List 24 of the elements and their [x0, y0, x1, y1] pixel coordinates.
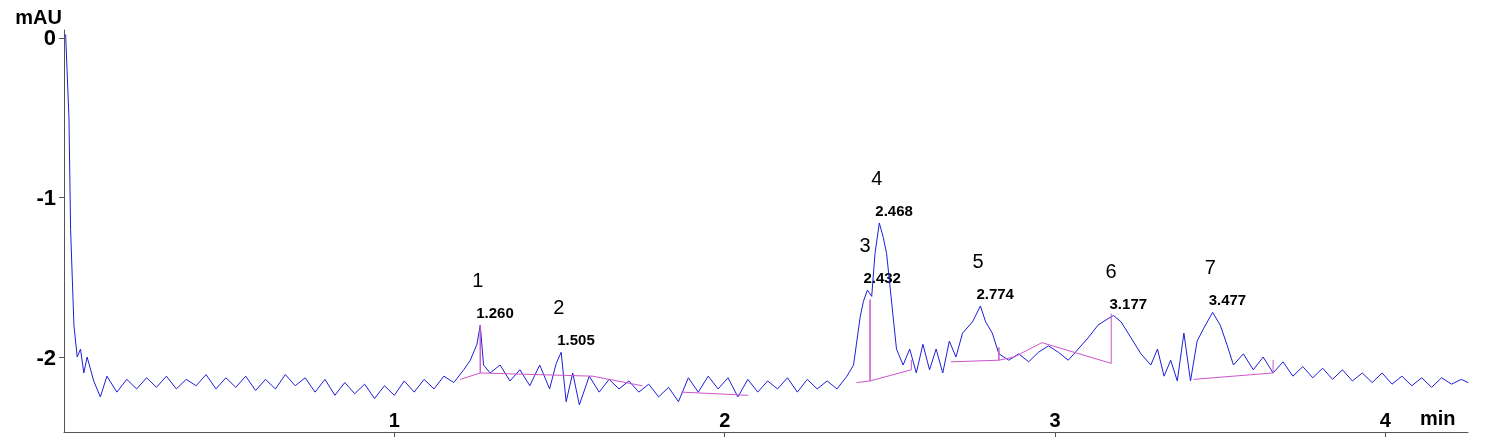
y-tick-label: -1	[36, 185, 56, 210]
annotation: 6	[1105, 259, 1117, 282]
annotation: 3.477	[1208, 291, 1247, 309]
y-tick-label: -2	[36, 344, 56, 370]
annotation: 2.774	[976, 284, 1015, 302]
annotation: 1.260	[476, 304, 514, 322]
annotation: 5	[972, 249, 984, 272]
x-tick-label: 2	[719, 409, 731, 431]
annotation: 3.177	[1109, 294, 1148, 312]
line-series	[950, 313, 1112, 364]
annotation: 2	[553, 296, 565, 319]
line-series	[856, 299, 912, 384]
x-tick-label: 1	[388, 409, 400, 431]
annotation: 1	[472, 269, 484, 292]
annotation: 4	[871, 167, 883, 190]
x-axis-title: min	[1420, 407, 1456, 429]
annotation: 2.468	[875, 202, 913, 220]
line-series	[65, 34, 1469, 406]
x-tick-label: 3	[1049, 409, 1061, 431]
annotation: 1.505	[557, 331, 595, 349]
x-tick-label: 4	[1379, 409, 1392, 431]
line-series	[459, 324, 643, 387]
annotation: 7	[1204, 256, 1216, 279]
annotation: 3	[859, 234, 871, 257]
